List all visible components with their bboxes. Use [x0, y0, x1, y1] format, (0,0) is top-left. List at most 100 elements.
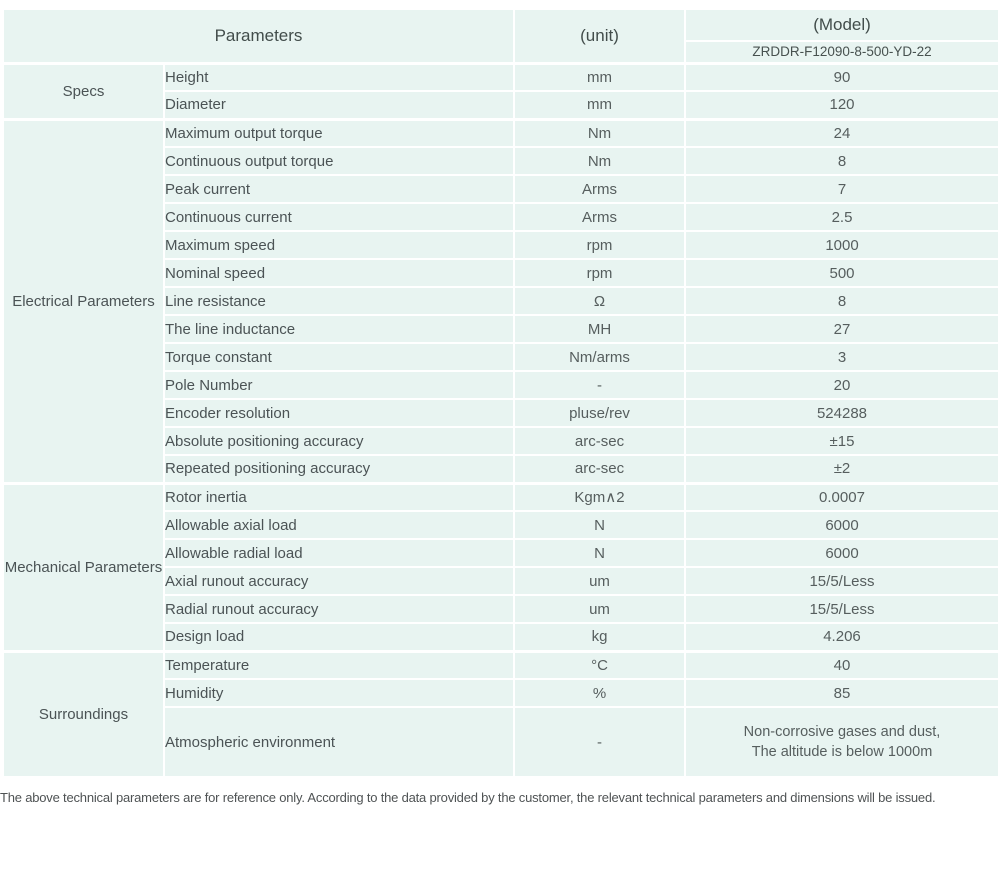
- table-row: Specs Height mm 90: [2, 61, 1000, 120]
- table-row: Diameter mm 120: [3, 90, 1000, 120]
- parameter-value: 27: [684, 314, 1000, 344]
- parameter-name: Design load: [163, 622, 515, 652]
- parameter-unit: um: [513, 594, 686, 624]
- parameter-value: 15/5/Less: [684, 594, 1000, 624]
- table-row: Humidity% 85: [3, 678, 1000, 708]
- parameter-name: Temperature: [163, 649, 515, 680]
- table-row: Mechanical Parameters Rotor inertia Kgm∧2 0…: [2, 481, 1000, 652]
- table-row: Atmospheric environment - Non-corrosive ga…: [3, 706, 1000, 778]
- parameters-column-header: Parameters: [2, 8, 515, 64]
- parameter-name: Rotor inertia: [163, 481, 515, 512]
- parameter-unit: mm: [513, 61, 686, 92]
- table-row: Encoder resolution pluse/rev 524288: [3, 398, 1000, 428]
- parameter-value: 20: [684, 370, 1000, 400]
- parameter-value: Non-corrosive gases and dust, The altitu…: [684, 706, 1000, 778]
- table-row: Continuous output torque Nm 8: [3, 146, 1000, 176]
- footnote: The above technical parameters are for r…: [0, 790, 936, 805]
- parameter-value: 85: [684, 678, 1000, 708]
- table-row: Axial runout accuracy um 15/5/Less: [3, 566, 1000, 596]
- parameter-name: Diameter: [163, 90, 515, 120]
- table-row: Nominal speed rpm 500: [3, 258, 1000, 288]
- unit-column-header: (unit): [513, 8, 686, 64]
- parameter-unit: Arms: [513, 174, 686, 204]
- section-label: Mechanical Parameters: [2, 481, 165, 652]
- parameter-name: Allowable radial load: [163, 538, 515, 568]
- parameter-value: 24: [684, 117, 1000, 148]
- table-row: Torque constant Nm/arms 3: [3, 342, 1000, 372]
- parameter-name: Continuous output torque: [163, 146, 515, 176]
- parameter-unit: Nm/arms: [513, 342, 686, 372]
- parameter-unit: MH: [513, 314, 686, 344]
- parameter-name: Torque constant: [163, 342, 515, 372]
- parameter-unit: rpm: [513, 230, 686, 260]
- parameter-unit: %: [513, 678, 686, 708]
- parameter-name: Absolute positioning accuracy: [163, 426, 515, 456]
- parameter-unit: kg: [513, 622, 686, 652]
- parameter-value: 524288: [684, 398, 1000, 428]
- parameter-unit: arc-sec: [513, 454, 686, 484]
- parameter-unit: um: [513, 566, 686, 596]
- parameter-unit: Kgm∧2: [513, 481, 686, 512]
- parameter-name: Atmospheric environment: [163, 706, 515, 778]
- parameter-name: Maximum speed: [163, 230, 515, 260]
- parameter-unit: Arms: [513, 202, 686, 232]
- table-row: Absolute positioning accuracy arc-sec ±15: [3, 426, 1000, 456]
- parameter-value: 1000: [684, 230, 1000, 260]
- parameter-value: 6000: [684, 538, 1000, 568]
- parameter-name: Radial runout accuracy: [163, 594, 515, 624]
- parameter-unit: N: [513, 510, 686, 540]
- section-label: Electrical Parameters: [2, 117, 165, 484]
- parameter-unit: -: [513, 370, 686, 400]
- parameter-value: 3: [684, 342, 1000, 372]
- parameter-value: 6000: [684, 510, 1000, 540]
- table-row: Design load kg 4.206: [3, 622, 1000, 652]
- parameter-name: Line resistance: [163, 286, 515, 316]
- parameter-name: Allowable axial load: [163, 510, 515, 540]
- parameter-value: 500: [684, 258, 1000, 288]
- parameter-value: ±2: [684, 454, 1000, 484]
- parameter-value: 4.206: [684, 622, 1000, 652]
- parameter-value: 7: [684, 174, 1000, 204]
- parameter-unit: rpm: [513, 258, 686, 288]
- parameter-name: Humidity: [163, 678, 515, 708]
- parameter-unit: arc-sec: [513, 426, 686, 456]
- parameter-unit: -: [513, 706, 686, 778]
- parameter-value: 8: [684, 146, 1000, 176]
- table-row: Pole Number -20: [3, 370, 1000, 400]
- parameter-value: 0.0007: [684, 481, 1000, 512]
- table-row: The line inductance MH 27: [3, 314, 1000, 344]
- table-row: Line resistance Ω 8: [3, 286, 1000, 316]
- parameter-name: The line inductance: [163, 314, 515, 344]
- parameter-unit: Nm: [513, 117, 686, 148]
- parameter-name: Peak current: [163, 174, 515, 204]
- parameter-value: ±15: [684, 426, 1000, 456]
- table-row: Peak current Arms 7: [3, 174, 1000, 204]
- table-row: Allowable axial load N 6000: [3, 510, 1000, 540]
- parameter-name: Nominal speed: [163, 258, 515, 288]
- table-row: Continuous current Arms 2.5: [3, 202, 1000, 232]
- parameter-value: 15/5/Less: [684, 566, 1000, 596]
- table-row: Repeated positioning accuracy arc-sec ±2: [3, 454, 1000, 484]
- table-row: Radial runout accuracy um 15/5/Less: [3, 594, 1000, 624]
- spec-table: Parameters (unit) (Model) ZRDDR-F12090-8…: [2, 8, 1000, 778]
- parameter-name: Axial runout accuracy: [163, 566, 515, 596]
- parameter-value: 2.5: [684, 202, 1000, 232]
- table-row: Electrical Parameters Maximum output torq…: [2, 117, 1000, 484]
- parameter-unit: °C: [513, 649, 686, 680]
- table-row: Allowable radial load N 6000: [3, 538, 1000, 568]
- parameter-unit: Nm: [513, 146, 686, 176]
- parameter-value: 40: [684, 649, 1000, 680]
- parameter-value: 120: [684, 90, 1000, 120]
- spec-table-header: Parameters (unit) (Model) ZRDDR-F12090-8…: [2, 8, 1000, 64]
- parameter-value: 90: [684, 61, 1000, 92]
- model-number: ZRDDR-F12090-8-500-YD-22: [684, 40, 1000, 64]
- parameter-unit: pluse/rev: [513, 398, 686, 428]
- table-row: Surroundings Temperature °C 40: [2, 649, 1000, 778]
- parameter-name: Maximum output torque: [163, 117, 515, 148]
- spec-table-body: Specs Height mm 90 Diameter mm 120 Electrical P…: [2, 61, 1000, 778]
- parameter-name: Continuous current: [163, 202, 515, 232]
- parameter-name: Height: [163, 61, 515, 92]
- parameter-name: Pole Number: [163, 370, 515, 400]
- section-label: Surroundings: [2, 649, 165, 778]
